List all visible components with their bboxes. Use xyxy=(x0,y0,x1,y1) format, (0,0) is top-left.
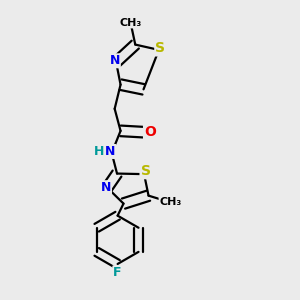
Text: CH₃: CH₃ xyxy=(120,17,142,28)
Text: F: F xyxy=(113,266,122,279)
Text: O: O xyxy=(144,125,156,139)
Text: H: H xyxy=(94,145,104,158)
Text: N: N xyxy=(110,54,120,67)
Text: N: N xyxy=(100,181,111,194)
Text: N: N xyxy=(105,145,116,158)
Text: S: S xyxy=(155,41,165,56)
Text: CH₃: CH₃ xyxy=(160,196,182,206)
Text: S: S xyxy=(141,164,151,178)
